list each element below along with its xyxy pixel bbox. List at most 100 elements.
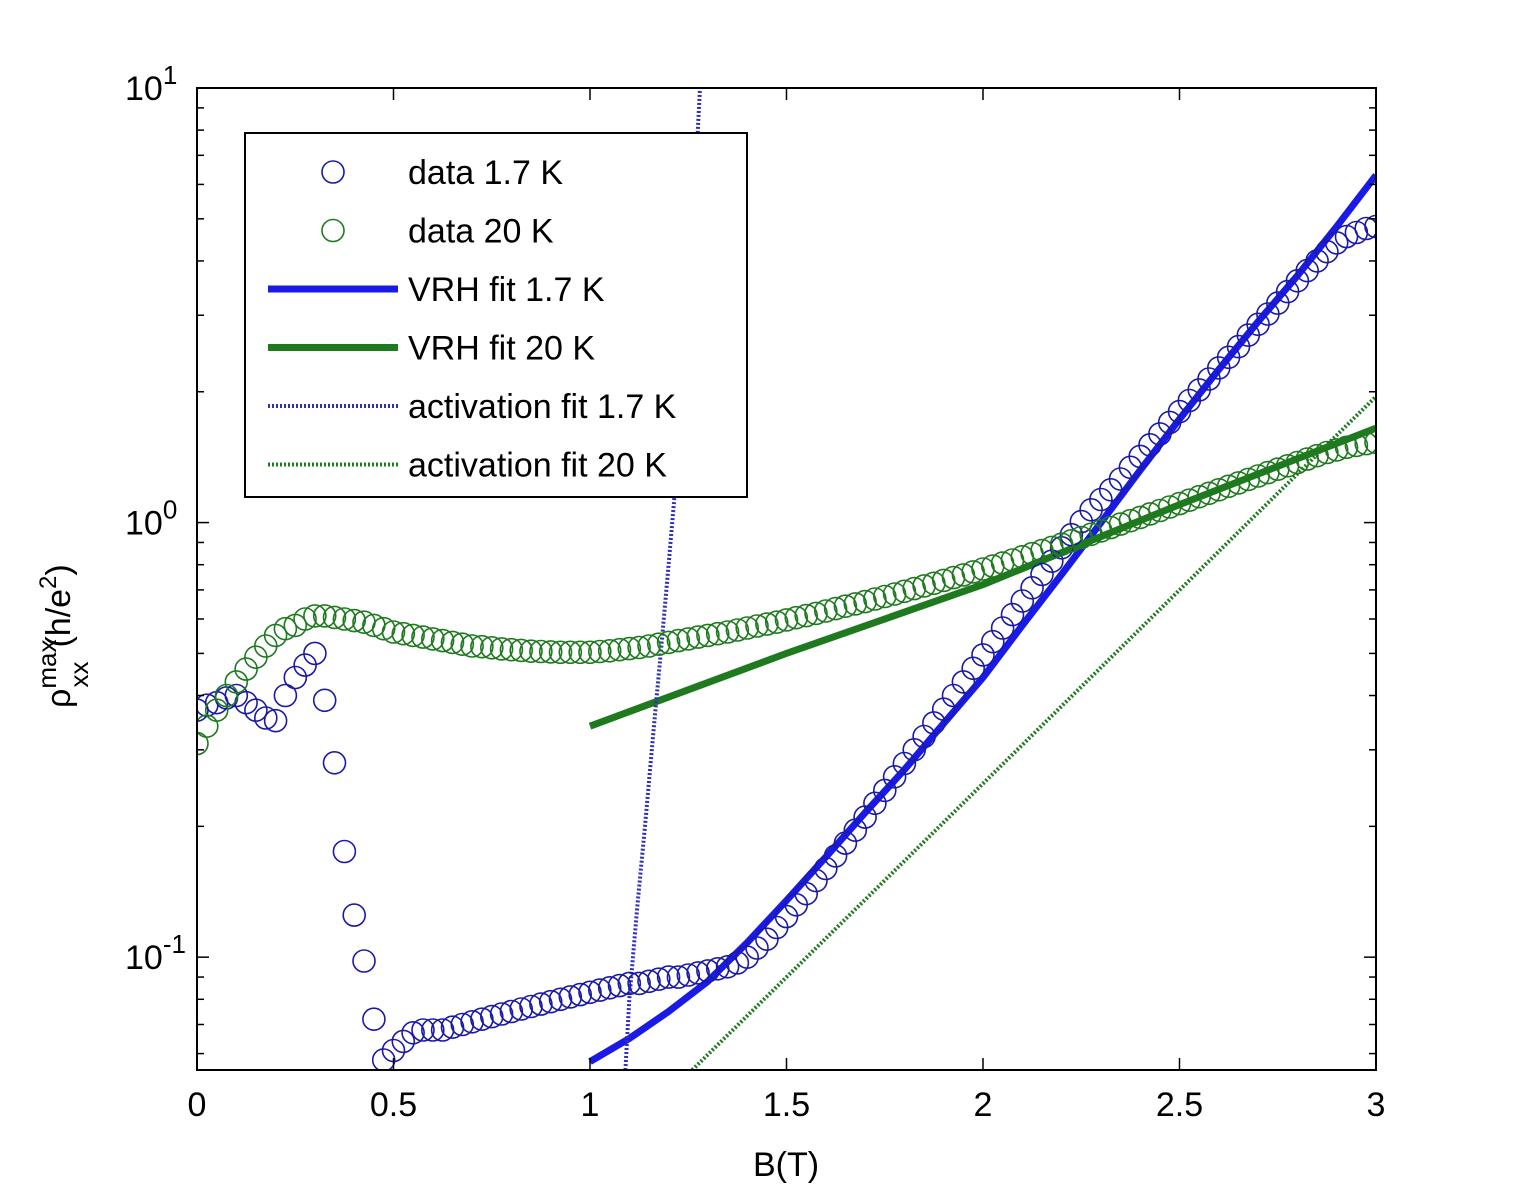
data-point	[617, 636, 642, 661]
data-point	[371, 1048, 396, 1070]
data-point	[882, 582, 907, 606]
data-point	[1315, 440, 1339, 465]
y-axis-unit-sup: 2	[35, 576, 62, 589]
data-point	[587, 978, 612, 1002]
data-point	[961, 656, 986, 681]
data-point	[637, 634, 661, 658]
data-point	[322, 750, 347, 775]
x-tick-label: 1	[581, 1086, 600, 1124]
data-point	[1305, 249, 1329, 273]
data-point	[1030, 562, 1054, 587]
data-point	[725, 618, 750, 642]
data-point	[312, 688, 337, 713]
y-axis-title: ρmaxxx (h/e2)	[32, 564, 94, 708]
legend-label: VRH fit 20 K	[408, 330, 595, 368]
data-point	[1089, 487, 1113, 512]
data-point	[519, 994, 543, 1019]
data-point	[843, 818, 868, 843]
data-point	[882, 764, 907, 789]
data-point	[696, 623, 720, 648]
data-point	[637, 969, 661, 994]
data-point	[666, 965, 691, 989]
data-point	[352, 949, 376, 973]
data-point	[411, 1018, 435, 1042]
data-point	[224, 670, 249, 694]
data-point	[538, 989, 563, 1014]
data-point	[470, 634, 494, 659]
data-point	[273, 683, 298, 708]
data-point	[774, 608, 799, 632]
data-point	[715, 954, 740, 979]
x-tick-label: 3	[1367, 1086, 1386, 1124]
data-point	[440, 630, 465, 655]
data-point	[922, 711, 946, 735]
data-point	[1295, 258, 1319, 283]
data-point	[705, 621, 730, 646]
data-point	[420, 1018, 445, 1042]
data-point	[804, 868, 828, 893]
data-point	[1315, 239, 1339, 264]
data-point	[450, 632, 475, 657]
data-point	[548, 640, 573, 665]
data-point	[214, 683, 239, 708]
legend-box	[244, 132, 748, 498]
data-point	[863, 791, 887, 816]
data-point	[381, 620, 406, 644]
data-point	[391, 621, 416, 646]
data-point	[676, 627, 701, 651]
x-tick-label: 2.5	[1156, 1086, 1203, 1124]
data-point	[755, 612, 779, 636]
data-point	[990, 616, 1015, 640]
data-point	[303, 604, 327, 628]
data-point	[509, 638, 534, 663]
y-axis-sub: xx	[64, 662, 94, 688]
data-point	[931, 697, 956, 722]
data-point	[509, 997, 534, 1021]
legend-item-vrh-fit-20-k: VRH fit 20 K	[268, 330, 595, 368]
legend-marker	[321, 160, 345, 184]
y-tick-label: 100	[125, 495, 177, 543]
data-point	[568, 640, 593, 665]
y-tick-label: 101	[125, 60, 177, 108]
data-point	[283, 665, 308, 690]
data-point	[529, 639, 553, 664]
data-point	[607, 637, 632, 662]
data-point	[627, 635, 651, 660]
y-axis-symbol: ρ	[40, 689, 78, 708]
data-point	[607, 973, 632, 998]
data-point	[529, 992, 553, 1016]
data-point	[1334, 435, 1359, 460]
y-axis-sup: max	[32, 640, 62, 689]
data-point	[578, 640, 602, 665]
data-point	[253, 706, 278, 730]
data-point	[332, 607, 357, 631]
legend-item-activation-fit-20-k: activation fit 20 K	[268, 447, 667, 485]
data-point	[558, 985, 583, 1009]
data-point	[627, 971, 651, 996]
data-point	[853, 805, 877, 829]
data-point	[823, 844, 848, 868]
data-point	[735, 945, 760, 970]
data-point	[823, 596, 848, 621]
data-point	[1010, 589, 1035, 613]
legend-label: activation fit 20 K	[408, 447, 667, 485]
data-point	[342, 903, 367, 927]
series-line-vrh-fit-20-k	[588, 424, 1376, 730]
data-point	[420, 627, 445, 651]
data-point	[833, 831, 858, 855]
y-tick-label: 10-1	[125, 929, 186, 977]
data-point	[1069, 509, 1094, 534]
data-point	[676, 963, 701, 987]
data-point	[686, 961, 710, 985]
data-point	[902, 576, 927, 601]
data-point	[470, 1007, 494, 1032]
legend-item-activation-fit-1-7-k: activation fit 1.7 K	[268, 388, 677, 426]
data-point	[371, 616, 396, 641]
data-point	[686, 625, 710, 649]
legend-item-data-20-k: data 20 K	[321, 213, 554, 251]
series-vrh-fit-20-k	[588, 424, 1376, 730]
data-point	[646, 967, 671, 992]
data-point	[745, 936, 769, 960]
data-point	[646, 632, 671, 657]
